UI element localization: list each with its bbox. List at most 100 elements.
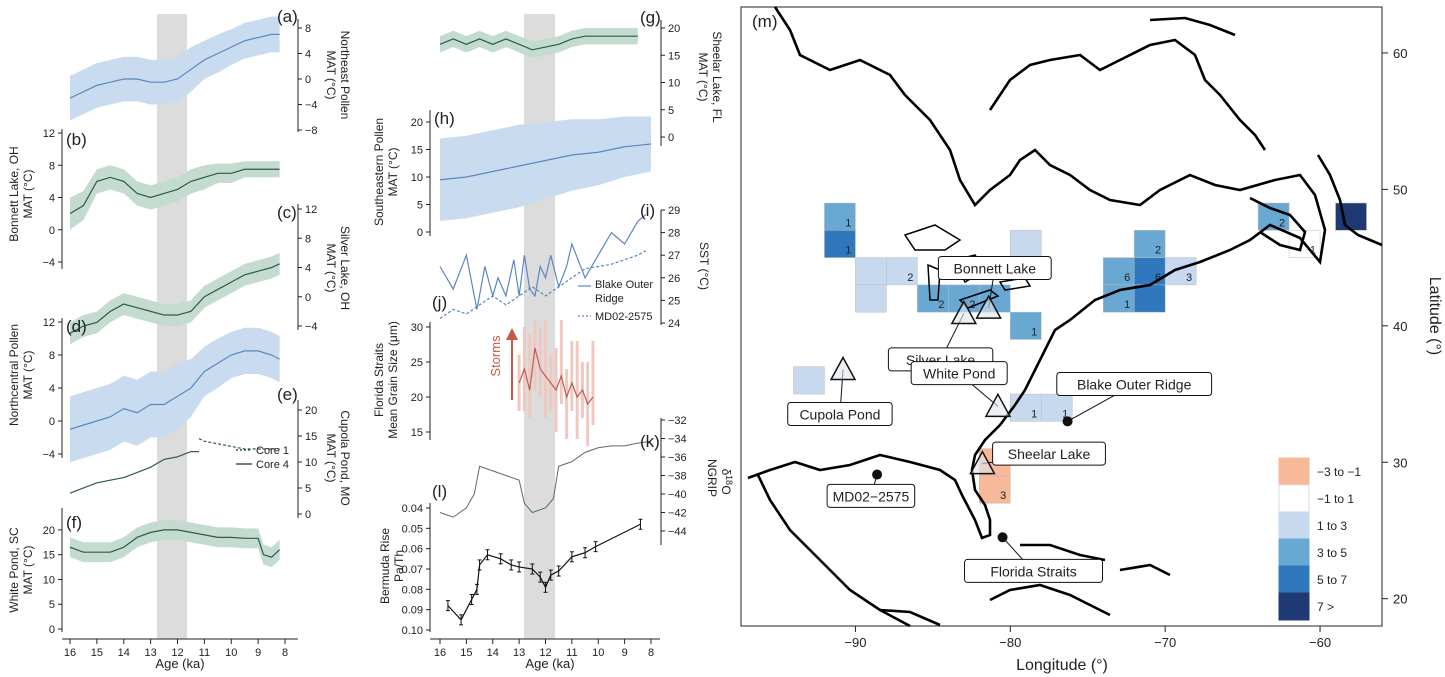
- panel-f-tick-label: 15: [43, 550, 55, 562]
- panel-i-tag: (i): [640, 201, 655, 220]
- map-y-label: Latitude (°): [1426, 277, 1443, 355]
- panel-a-line: [69, 33, 280, 99]
- legend-swatch: [1278, 538, 1310, 567]
- panel-c-tick-label: −4: [305, 321, 318, 333]
- map-y-tick-label: 20: [1393, 592, 1407, 607]
- site-triangle-marker: [969, 450, 996, 475]
- legend-swatch: [1278, 484, 1310, 513]
- panel-g-band: [440, 28, 638, 58]
- mid-x-tick-label: 15: [460, 647, 472, 659]
- panel-c-tick-label: 4: [305, 263, 311, 275]
- map-y-tick-label: 30: [1393, 455, 1407, 470]
- caribbean-coast: [989, 583, 1111, 617]
- panel-j-label: Florida Straits: [372, 343, 386, 417]
- panel-i-tick-label: 25: [668, 295, 680, 307]
- left-x-tick-label: 15: [91, 647, 103, 659]
- panel-h-label: Southeastern Pollen: [372, 118, 386, 226]
- lake-superior: [903, 224, 962, 251]
- panel-f-line: [69, 529, 281, 558]
- site-label: White Pond: [923, 366, 995, 382]
- panel-g-tick-label: 5: [668, 105, 674, 117]
- site-label-box: [1056, 371, 1213, 396]
- panel-a-tag: (a): [277, 7, 298, 26]
- map-x-tick-label: −70: [1154, 635, 1176, 650]
- mid-x-tick-label: 11: [566, 647, 577, 659]
- panel-h-band: [440, 116, 651, 221]
- panel-l-tag: (l): [432, 482, 447, 501]
- panel-d-line: [69, 350, 280, 430]
- panel-f-tick-label: 5: [49, 599, 55, 611]
- legend-swatch: [1278, 565, 1310, 594]
- panel-a-tick-label: −4: [305, 100, 318, 112]
- legend-core1: Core 1: [256, 445, 289, 457]
- arctic-coast: [1149, 16, 1236, 37]
- panel-e-unit: MAT (°C): [324, 433, 338, 482]
- panel-k-line: [439, 440, 652, 518]
- panel-b-band: [70, 161, 280, 230]
- cuba-coast: [1020, 543, 1106, 562]
- map-cell-count: 1: [1031, 326, 1037, 338]
- panel-l-tick-label: 0.09: [402, 605, 423, 617]
- panel-b-tick-label: 8: [49, 160, 55, 172]
- legend-core4: Core 4: [256, 459, 289, 471]
- panel-a-label: Northeast Pollen: [338, 31, 352, 120]
- panel-c-tick-label: 12: [305, 204, 317, 216]
- map-panel: 1 1 2 2 2 1 6 6 3 1 2 2 1 1 1 3 −90 −80 −70 −60 60 50 40 30 20…: [740, 6, 1443, 674]
- panel-d-tick-label: 0: [49, 416, 55, 428]
- panel-k-tag: (k): [640, 432, 660, 451]
- panel-f-label: White Pond, SC: [7, 527, 21, 613]
- panel-f-unit: MAT (°C): [21, 545, 35, 594]
- site-label-box: [826, 483, 916, 508]
- panel-l-tick-label: 0.04: [402, 503, 423, 515]
- map-grid-cell: [1010, 311, 1042, 340]
- panel-k-tick-label: −44: [668, 526, 687, 538]
- site-label-box: [992, 441, 1106, 466]
- site-dot-marker: [1062, 416, 1073, 427]
- storms-arrow-head: [506, 328, 518, 340]
- left-x-tick-label: 13: [145, 647, 157, 659]
- panel-d-tick-label: 4: [49, 383, 55, 395]
- map-cell-count: 1: [1062, 408, 1068, 420]
- panel-h-tick-label: 10: [411, 172, 423, 184]
- newfoundland-coast: [1249, 196, 1307, 252]
- panel-e-tick-label: 0: [305, 509, 311, 521]
- panel-l-tick-label: 0.08: [402, 584, 423, 596]
- site-label: Cupola Pond: [799, 407, 880, 423]
- panel-f-tick-label: 0: [49, 624, 55, 636]
- panel-j-tag: (j): [432, 293, 447, 312]
- site-triangle-marker: [984, 392, 1012, 418]
- map-cell-count: 2: [1279, 217, 1285, 229]
- panel-e-tick-label: 5: [305, 483, 311, 495]
- left-x-tick-label: 11: [199, 647, 210, 659]
- panel-f-tag: (f): [66, 513, 82, 532]
- panel-i-line: [439, 214, 647, 310]
- panel-d-tick-label: 8: [49, 350, 55, 362]
- coastlines: [747, 6, 1383, 628]
- map-cell-count: 2: [938, 299, 944, 311]
- mid-x-tick-label: 13: [513, 647, 525, 659]
- site-label-box: [910, 361, 1008, 386]
- map-cell-count: 2: [907, 272, 913, 284]
- left-x-tick-label: 9: [255, 647, 261, 659]
- panel-c-tag: (c): [277, 203, 297, 222]
- panel-j-tick-label: 25: [411, 357, 423, 369]
- site-triangle-marker: [829, 355, 857, 381]
- mid-x-tick-label: 16: [434, 647, 446, 659]
- panel-f-tick-label: 10: [43, 574, 55, 586]
- site-label-box: [787, 402, 893, 427]
- panel-d-unit: MAT (°C): [21, 350, 35, 399]
- site-label-box: [964, 558, 1104, 583]
- panel-f-band: [70, 520, 280, 568]
- panel-g-tick-label: 20: [668, 23, 680, 35]
- panel-i-tick-label: 24: [668, 318, 680, 330]
- map-cell-count: 1: [1031, 408, 1037, 420]
- panel-i-tick-label: 29: [668, 205, 680, 217]
- legend-label: 1 to 3: [1317, 519, 1347, 533]
- map-grid-cell: [793, 366, 825, 395]
- map-grid-cell: [886, 257, 918, 286]
- panel-d-tick-label: −4: [42, 449, 55, 461]
- panel-h-tick-label: 20: [411, 117, 423, 129]
- panel-e-tag: (e): [277, 385, 298, 404]
- lake-michigan: [927, 263, 941, 301]
